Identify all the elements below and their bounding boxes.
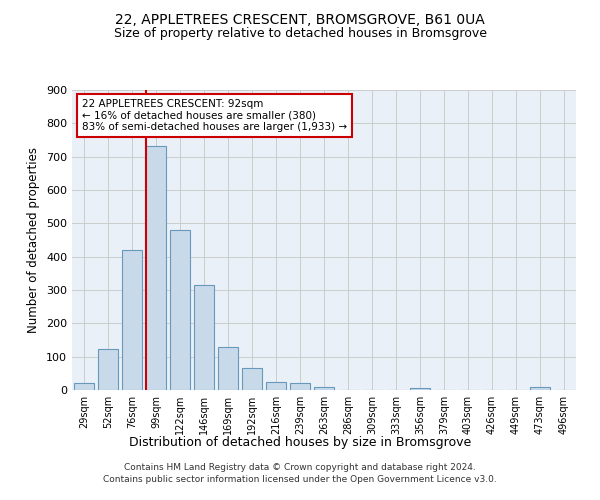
Bar — [290, 384, 310, 390]
Bar — [242, 368, 262, 390]
Text: Contains public sector information licensed under the Open Government Licence v3: Contains public sector information licen… — [103, 474, 497, 484]
Bar — [146, 146, 166, 390]
Text: 22 APPLETREES CRESCENT: 92sqm
← 16% of detached houses are smaller (380)
83% of : 22 APPLETREES CRESCENT: 92sqm ← 16% of d… — [82, 99, 347, 132]
Text: Distribution of detached houses by size in Bromsgrove: Distribution of detached houses by size … — [129, 436, 471, 449]
Bar — [194, 285, 214, 390]
Text: Contains HM Land Registry data © Crown copyright and database right 2024.: Contains HM Land Registry data © Crown c… — [124, 464, 476, 472]
Bar — [122, 250, 142, 390]
Bar — [170, 230, 190, 390]
Y-axis label: Number of detached properties: Number of detached properties — [28, 147, 40, 333]
Bar — [74, 384, 94, 390]
Bar — [218, 346, 238, 390]
Text: Size of property relative to detached houses in Bromsgrove: Size of property relative to detached ho… — [113, 28, 487, 40]
Bar — [266, 382, 286, 390]
Bar — [314, 386, 334, 390]
Text: 22, APPLETREES CRESCENT, BROMSGROVE, B61 0UA: 22, APPLETREES CRESCENT, BROMSGROVE, B61… — [115, 12, 485, 26]
Bar — [530, 388, 550, 390]
Bar — [410, 388, 430, 390]
Bar — [98, 350, 118, 390]
